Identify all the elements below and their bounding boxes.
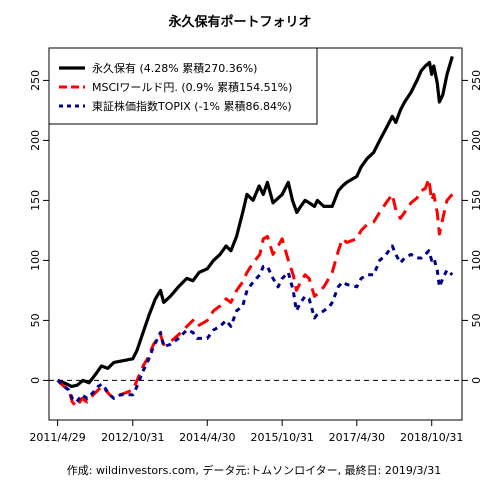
y-tick-label-right: 0 xyxy=(470,377,480,384)
legend-box xyxy=(48,47,318,125)
y-tick-label-left: 250 xyxy=(29,70,42,91)
x-tick-label: 2014/4/30 xyxy=(179,431,235,444)
y-tick-label-left: 200 xyxy=(29,130,42,151)
y-tick-label-right: 250 xyxy=(470,70,480,91)
x-tick-label: 2015/10/31 xyxy=(250,431,313,444)
y-tick-label-right: 50 xyxy=(470,313,480,327)
y-tick-label-right: 200 xyxy=(470,130,480,151)
series-line-3 xyxy=(56,244,454,404)
chart-title: 永久保有ポートフォリオ xyxy=(167,14,311,30)
x-tick-label: 2018/10/31 xyxy=(400,431,463,444)
x-tick-label: 2017/4/30 xyxy=(329,431,385,444)
y-tick-label-left: 150 xyxy=(29,190,42,211)
x-tick-label: 2012/10/31 xyxy=(101,431,164,444)
y-tick-label-left: 0 xyxy=(29,377,42,384)
legend: 永久保有 (4.28% 累積270.36%) MSCIワールド円. (0.9% 累… xyxy=(48,47,318,125)
legend-label-2: MSCIワールド円. (0.9% 累積154.51%) xyxy=(92,80,292,94)
legend-label-1: 永久保有 (4.28% 累積270.36%) xyxy=(92,61,257,75)
legend-label-3: 東証株価指数TOPIX (-1% 累積86.84%) xyxy=(92,99,292,113)
plot-area xyxy=(49,55,462,409)
y-tick-label-right: 150 xyxy=(470,190,480,211)
y-tick-label-left: 50 xyxy=(29,313,42,327)
x-tick-label: 2011/4/29 xyxy=(29,431,85,444)
series-line-1 xyxy=(57,55,454,388)
axes: 0 0 50 50 100 100 150 150 200 200 250 250 2011/4/29 2… xyxy=(29,47,480,444)
y-tick-label-right: 100 xyxy=(470,250,480,271)
chart-caption: 作成: wildinvestors.com, データ元:トムソンロイター, 最終… xyxy=(67,463,441,477)
series-line-2 xyxy=(56,177,454,409)
y-tick-label-left: 100 xyxy=(29,250,42,271)
